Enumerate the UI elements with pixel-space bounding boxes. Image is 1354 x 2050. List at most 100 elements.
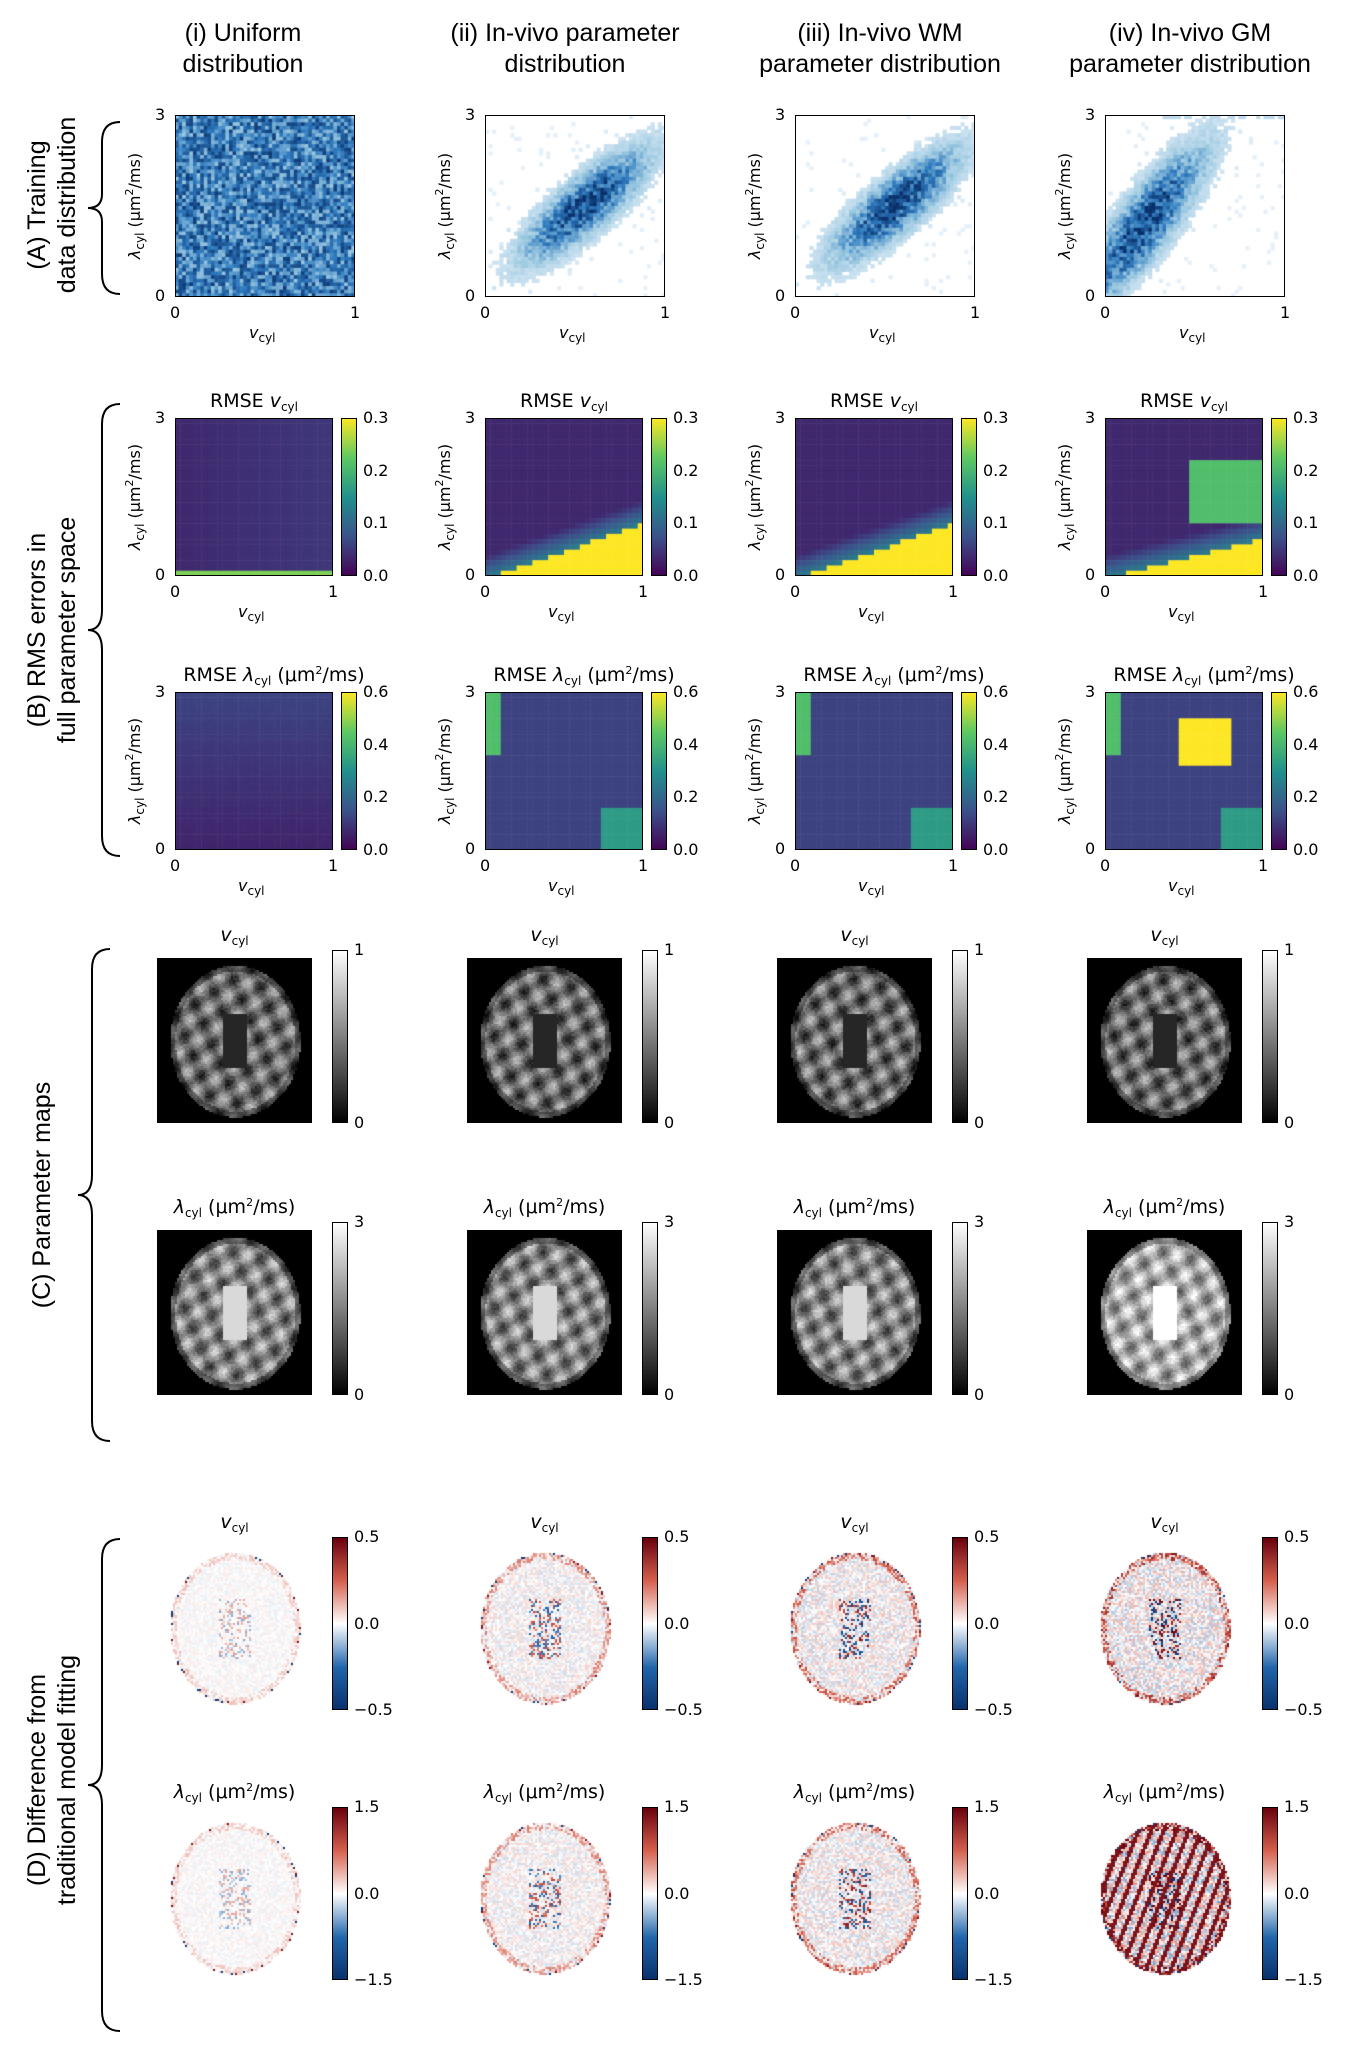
row-c-v-col-3-title: vcyl (840, 924, 869, 948)
row-a-col-1-y-tick-min: 0 (155, 286, 166, 305)
row-c-l-col-4-brain-map (1087, 1230, 1242, 1395)
row-b-l-col-1-colorbar-tick: 0.6 (363, 682, 389, 701)
row-b-l-col-1-x-tick-min: 0 (170, 856, 181, 875)
row-a-col-3-y-tick-min: 0 (775, 286, 786, 305)
row-b-v-col-2-y-label: λcyl (μm2/ms) (433, 443, 457, 551)
row-d-l-col-3-colorbar-frame (952, 1807, 968, 1980)
row-b-v-col-3-colorbar (961, 418, 977, 576)
row-c-v-col-4-colorbar-frame (1262, 950, 1278, 1123)
row-b-v-col-3-title: RMSE vcyl (830, 390, 918, 414)
row-b-l-col-1-x-label: vcyl (238, 876, 265, 898)
row-b-v-col-4-colorbar (1271, 418, 1287, 576)
row-a-col-1-y-label: λcyl (μm2/ms) (123, 152, 147, 260)
row-c-l-col-3-colorbar-frame (952, 1222, 968, 1395)
row-b-l-col-3-y-label: λcyl (μm2/ms) (743, 717, 767, 825)
row-b-v-col-3-frame (795, 418, 953, 576)
row-c-v-col-3-colorbar-tick: 0 (974, 1113, 985, 1132)
row-a-col-1-x-tick-min: 0 (170, 303, 181, 322)
row-d-l-col-3-colorbar-tick: 1.5 (974, 1797, 1000, 1816)
row-d-v-col-3-colorbar-tick: 0.0 (974, 1613, 1000, 1633)
row-b-l-col-2-colorbar-frame (651, 692, 667, 850)
row-b-v-col-1-heatmap (175, 418, 333, 576)
row-d-v-col-2-colorbar-tick: −0.5 (664, 1700, 703, 1719)
row-a-col-4-y-tick-min: 0 (1085, 286, 1096, 305)
row-c-l-col-4-colorbar-frame (1262, 1222, 1278, 1395)
row-a-col-4-x-tick-max: 1 (1280, 303, 1291, 322)
row-b-v-col-2-heatmap (485, 418, 643, 576)
row-b-l-col-1-y-label: λcyl (μm2/ms) (123, 717, 147, 825)
row-a-col-3-x-tick-min: 0 (790, 303, 801, 322)
row-b-v-col-3-colorbar-tick: 0.3 (983, 408, 1009, 427)
row-b-l-col-2-colorbar-tick: 0.0 (673, 840, 699, 859)
row-b-l-col-3-y-tick-max: 3 (775, 682, 786, 701)
row-b-l-col-1-heatmap (175, 692, 333, 850)
row-d-l-col-1-colorbar-tick: 1.5 (354, 1797, 380, 1816)
row-c-l-col-4-title: λcyl (μm2/ms) (1103, 1196, 1226, 1220)
row-b-v-col-1-x-tick-max: 1 (328, 582, 339, 601)
row-b-v-col-3-colorbar-tick: 0.0 (983, 566, 1009, 585)
row-d-v-col-4-colorbar (1262, 1537, 1278, 1710)
row-c-v-col-3-brain-map (777, 958, 932, 1123)
row-b-v-col-3-colorbar-tick: 0.1 (983, 513, 1009, 533)
row-b-l-col-2-frame (485, 692, 643, 850)
row-d-l-col-4-difference-map (1087, 1815, 1242, 1980)
row-b-v-col-1-title: RMSE vcyl (210, 390, 298, 414)
row-b-v-col-1-frame (175, 418, 333, 576)
row-b-v-col-2-colorbar-tick: 0.3 (673, 408, 699, 427)
row-b-l-col-4-colorbar-tick: 0.6 (1293, 682, 1319, 701)
brace-c (77, 948, 111, 1442)
row-d-v-col-3-difference-map (777, 1545, 932, 1710)
row-b-l-col-2-title: RMSE λcyl (μm2/ms) (493, 664, 675, 688)
row-label-c: (C) Parameter maps (28, 1081, 56, 1309)
row-b-v-col-4-x-tick-max: 1 (1258, 582, 1269, 601)
row-a-col-4-frame (1105, 115, 1285, 297)
row-d-v-col-3-title: vcyl (840, 1511, 869, 1535)
row-b-l-col-3-frame (795, 692, 953, 850)
row-b-v-col-3-y-tick-max: 3 (775, 408, 786, 427)
row-c-l-col-3-brain-map (777, 1230, 932, 1395)
row-b-v-col-1-colorbar-tick: 0.0 (363, 566, 389, 585)
row-b-l-col-4-colorbar-tick: 0.4 (1293, 734, 1319, 754)
row-d-l-col-3-difference-map (777, 1815, 932, 1980)
row-b-v-col-3-x-tick-max: 1 (948, 582, 959, 601)
row-c-l-col-1-colorbar-tick: 3 (354, 1212, 365, 1231)
row-c-v-col-2-brain-map (467, 958, 622, 1123)
row-a-col-1-frame (175, 115, 355, 297)
row-a-col-2-y-tick-min: 0 (465, 286, 476, 305)
row-a-col-2-y-tick-max: 3 (465, 105, 476, 124)
column-header-invivo-gm: (iv) In-vivo GM parameter distribution (1069, 19, 1311, 78)
row-d-v-col-2-difference-map (467, 1545, 622, 1710)
row-c-v-col-4-colorbar-tick: 0 (1284, 1113, 1295, 1132)
row-a-col-2-x-tick-min: 0 (480, 303, 491, 322)
row-b-v-col-2-colorbar-tick: 0.0 (673, 566, 699, 585)
row-b-v-col-4-colorbar-tick: 0.0 (1293, 566, 1319, 585)
row-a-col-4-y-tick-max: 3 (1085, 105, 1096, 124)
row-d-v-col-3-colorbar-frame (952, 1537, 968, 1710)
row-b-l-col-3-y-tick-min: 0 (775, 839, 786, 858)
row-d-l-col-4-colorbar-frame (1262, 1807, 1278, 1980)
row-b-v-col-3-y-tick-min: 0 (775, 565, 786, 584)
row-b-v-col-3-y-label: λcyl (μm2/ms) (743, 443, 767, 551)
row-d-l-col-1-difference-map (157, 1815, 312, 1980)
row-b-v-col-4-y-label: λcyl (μm2/ms) (1053, 443, 1077, 551)
row-c-v-col-3-colorbar-tick: 1 (974, 940, 985, 959)
row-b-l-col-4-frame (1105, 692, 1263, 850)
row-c-v-col-1-title: vcyl (220, 924, 249, 948)
row-b-l-col-2-colorbar-tick: 0.2 (673, 787, 699, 807)
row-b-l-col-2-colorbar (651, 692, 667, 850)
row-d-v-col-4-colorbar-frame (1262, 1537, 1278, 1710)
row-d-l-col-2-colorbar (642, 1807, 658, 1980)
row-d-l-col-4-colorbar-tick: 0.0 (1284, 1883, 1310, 1903)
row-b-v-col-1-colorbar-tick: 0.3 (363, 408, 389, 427)
row-c-v-col-2-colorbar-tick: 1 (664, 940, 675, 959)
row-d-l-col-1-title: λcyl (μm2/ms) (173, 1781, 296, 1805)
row-b-l-col-4-colorbar (1271, 692, 1287, 850)
row-b-l-col-3-x-tick-max: 1 (948, 856, 959, 875)
row-d-v-col-1-colorbar-tick: 0.0 (354, 1613, 380, 1633)
row-label-a: (A) Training data distribution (23, 116, 81, 294)
row-b-v-col-4-title: RMSE vcyl (1140, 390, 1228, 414)
row-b-v-col-4-x-label: vcyl (1168, 602, 1195, 624)
row-d-l-col-2-colorbar-tick: −1.5 (664, 1970, 703, 1989)
row-b-l-col-2-x-tick-min: 0 (480, 856, 491, 875)
row-b-l-col-2-y-tick-min: 0 (465, 839, 476, 858)
